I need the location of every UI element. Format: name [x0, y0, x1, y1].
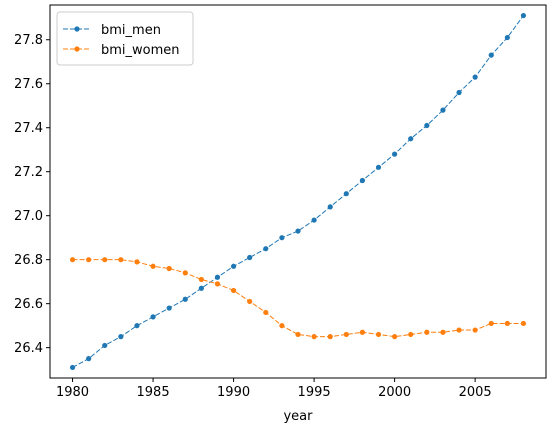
data-point-bmi_women [311, 334, 317, 340]
data-point-bmi_men [424, 122, 430, 129]
x-tick-label: 1985 [137, 385, 170, 400]
legend-item-bmi_women: bmi_women [63, 43, 180, 58]
data-point-bmi_men [408, 136, 414, 142]
axes-frame [49, 4, 547, 379]
data-point-bmi_women [456, 327, 462, 333]
data-point-bmi_women [488, 320, 494, 327]
y-tick-label: 26.8 [14, 253, 43, 268]
data-point-bmi_men [166, 305, 172, 311]
data-point-bmi_men [295, 228, 301, 234]
y-tick-label: 27.4 [14, 121, 43, 136]
plot-area [69, 12, 527, 371]
data-point-bmi_men [230, 263, 237, 269]
data-point-bmi_men [102, 342, 108, 349]
y-tick-label: 26.4 [14, 341, 43, 356]
legend-label: bmi_women [101, 43, 180, 58]
data-point-bmi_men [504, 34, 510, 41]
data-point-bmi_men [488, 52, 494, 58]
y-tick-label: 27.6 [14, 77, 43, 92]
data-point-bmi_men [279, 235, 285, 241]
legend-item-bmi_men: bmi_men [63, 23, 161, 38]
data-point-bmi_women [150, 263, 156, 269]
series-line-bmi_women [72, 259, 524, 338]
data-point-bmi_women [166, 265, 172, 272]
data-point-bmi_women [392, 334, 398, 340]
data-point-bmi_women [86, 257, 92, 263]
data-point-bmi_women [134, 259, 140, 265]
x-axis-ticks: 1980 1985 1990 1995 2000 2005 [56, 378, 492, 400]
x-tick-label: 2000 [378, 385, 411, 400]
legend: bmi_men bmi_women [56, 11, 194, 66]
data-point-bmi_women [214, 281, 221, 287]
y-tick-label: 26.6 [14, 297, 43, 312]
data-point-bmi_women [263, 309, 269, 316]
data-point-bmi_men [86, 356, 92, 362]
legend-label: bmi_men [101, 23, 161, 38]
x-tick-label: 1990 [217, 385, 250, 400]
legend-marker [74, 46, 80, 52]
x-tick-label: 1995 [298, 385, 331, 400]
data-point-bmi_women [118, 257, 124, 263]
data-point-bmi_women [472, 327, 478, 333]
data-point-bmi_women [182, 270, 188, 276]
data-point-bmi_women [408, 331, 414, 338]
series-bmi_women [69, 257, 527, 340]
data-point-bmi_men [214, 274, 221, 280]
x-tick-label: 1980 [56, 385, 89, 400]
data-point-bmi_men [359, 177, 366, 184]
x-tick-label: 2005 [459, 385, 492, 400]
data-point-bmi_women [424, 329, 430, 335]
data-point-bmi_men [263, 246, 269, 252]
data-point-bmi_women [359, 329, 366, 335]
data-point-bmi_men [150, 314, 156, 320]
data-point-bmi_women [230, 287, 237, 294]
y-tick-label: 27.8 [14, 33, 43, 48]
data-point-bmi_women [440, 329, 446, 335]
data-point-bmi_men [327, 204, 333, 210]
data-point-bmi_women [102, 257, 108, 263]
data-point-bmi_men [311, 217, 317, 223]
data-point-bmi_men [343, 191, 349, 197]
data-point-bmi_women [198, 276, 204, 283]
data-point-bmi_women [375, 331, 382, 338]
data-point-bmi_women [327, 334, 333, 340]
data-point-bmi_men [472, 74, 478, 80]
data-point-bmi_men [375, 164, 382, 170]
data-point-bmi_men [520, 12, 527, 19]
data-point-bmi_women [69, 257, 76, 263]
x-axis-label: year [283, 409, 313, 424]
data-point-bmi_women [247, 298, 253, 305]
legend-frame [56, 11, 194, 66]
data-point-bmi_men [69, 364, 76, 371]
data-point-bmi_women [295, 331, 301, 338]
y-tick-label: 27.2 [14, 165, 43, 180]
data-point-bmi_men [247, 254, 253, 261]
data-point-bmi_women [520, 320, 527, 327]
data-point-bmi_women [279, 323, 285, 329]
data-point-bmi_men [182, 296, 188, 302]
y-axis-ticks: 26.4 26.6 26.8 27.0 27.2 27.4 27.6 27.8 [14, 33, 50, 356]
data-point-bmi_men [118, 334, 124, 340]
data-point-bmi_men [134, 323, 140, 329]
data-point-bmi_men [456, 89, 462, 96]
data-point-bmi_women [343, 331, 349, 338]
data-point-bmi_men [198, 285, 204, 291]
data-point-bmi_men [440, 107, 446, 113]
series-bmi_men [69, 12, 527, 371]
data-point-bmi_women [504, 320, 510, 327]
data-point-bmi_men [392, 151, 398, 157]
y-tick-label: 27.0 [14, 209, 43, 224]
legend-marker [74, 26, 80, 32]
